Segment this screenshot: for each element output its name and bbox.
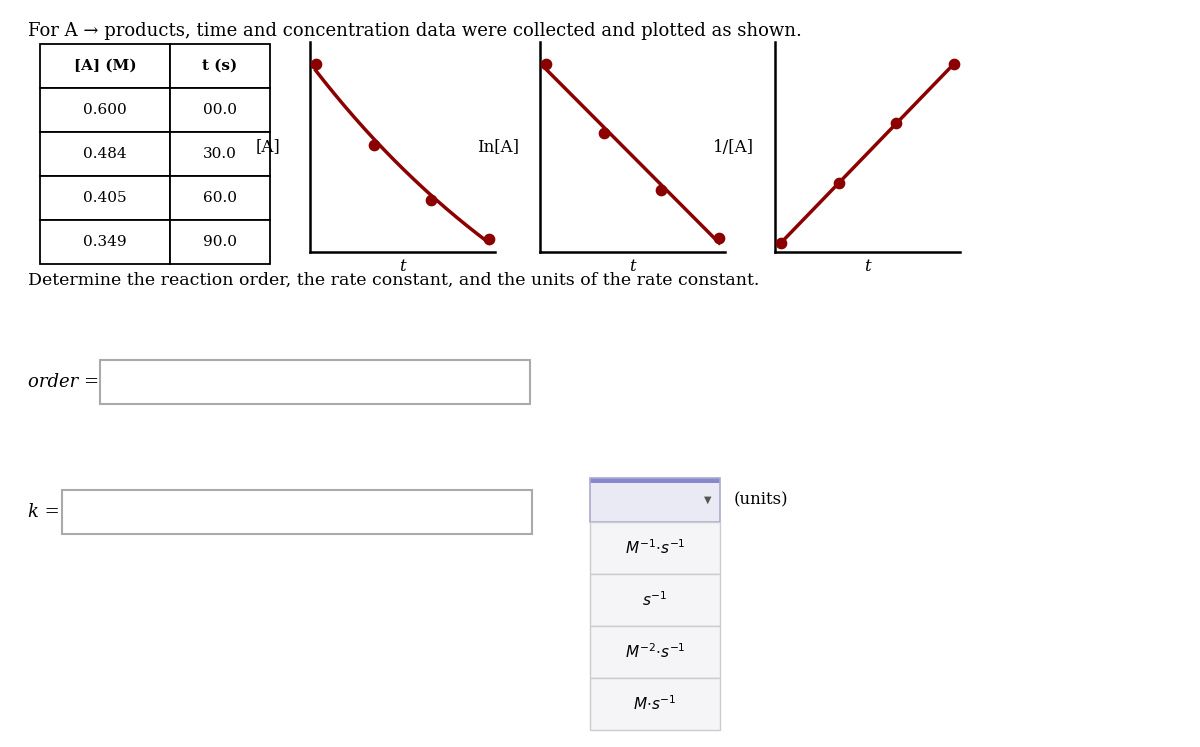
- Text: k =: k =: [28, 503, 60, 521]
- Text: 0.405: 0.405: [83, 191, 127, 205]
- Bar: [590, 626, 720, 627]
- Text: (units): (units): [734, 492, 788, 509]
- Point: [422, 194, 442, 206]
- Point: [709, 232, 728, 244]
- Bar: [100, 360, 530, 404]
- Point: [652, 184, 671, 196]
- Text: t (s): t (s): [203, 59, 238, 73]
- Point: [536, 58, 556, 69]
- Point: [944, 58, 964, 69]
- Bar: [40, 176, 170, 220]
- Text: 0.600: 0.600: [83, 103, 127, 117]
- Point: [306, 58, 325, 69]
- Point: [829, 177, 848, 189]
- Text: $s^{-1}$: $s^{-1}$: [642, 591, 667, 610]
- X-axis label: t: t: [629, 258, 636, 275]
- Text: [A] (M): [A] (M): [73, 59, 137, 73]
- Bar: [40, 132, 170, 176]
- X-axis label: t: t: [864, 258, 871, 275]
- X-axis label: t: t: [400, 258, 406, 275]
- Point: [887, 117, 906, 129]
- Bar: [40, 88, 170, 132]
- Y-axis label: 1/[A]: 1/[A]: [713, 138, 754, 155]
- Point: [364, 139, 383, 151]
- Bar: [590, 678, 720, 730]
- Bar: [590, 678, 720, 679]
- Text: order =: order =: [28, 373, 100, 391]
- Text: 60.0: 60.0: [203, 191, 238, 205]
- Bar: [590, 478, 720, 483]
- Bar: [170, 176, 270, 220]
- Point: [480, 233, 499, 245]
- Bar: [170, 220, 270, 264]
- Y-axis label: In[A]: In[A]: [478, 138, 520, 155]
- Bar: [40, 220, 170, 264]
- Text: 00.0: 00.0: [203, 103, 238, 117]
- Text: 30.0: 30.0: [203, 147, 236, 161]
- Bar: [590, 626, 720, 678]
- Text: 0.484: 0.484: [83, 147, 127, 161]
- Text: Determine the reaction order, the rate constant, and the units of the rate const: Determine the reaction order, the rate c…: [28, 272, 760, 289]
- Bar: [590, 522, 720, 574]
- Text: ▼: ▼: [704, 495, 712, 505]
- Text: 0.349: 0.349: [83, 235, 127, 249]
- Bar: [590, 574, 720, 575]
- Bar: [62, 490, 532, 534]
- Text: $M^{-1}{\cdot}s^{-1}$: $M^{-1}{\cdot}s^{-1}$: [625, 539, 685, 557]
- Text: $M^{-2}{\cdot}s^{-1}$: $M^{-2}{\cdot}s^{-1}$: [625, 642, 685, 661]
- Bar: [40, 44, 170, 88]
- Text: $M{\cdot}s^{-1}$: $M{\cdot}s^{-1}$: [634, 695, 677, 713]
- Text: For A → products, time and concentration data were collected and plotted as show: For A → products, time and concentration…: [28, 22, 802, 40]
- Bar: [170, 44, 270, 88]
- Bar: [590, 522, 720, 523]
- Bar: [170, 88, 270, 132]
- Bar: [590, 478, 720, 522]
- Bar: [590, 574, 720, 626]
- Bar: [170, 132, 270, 176]
- Bar: [590, 478, 720, 522]
- Point: [772, 237, 791, 249]
- Y-axis label: [A]: [A]: [256, 138, 281, 155]
- Text: 90.0: 90.0: [203, 235, 238, 249]
- Point: [594, 127, 613, 139]
